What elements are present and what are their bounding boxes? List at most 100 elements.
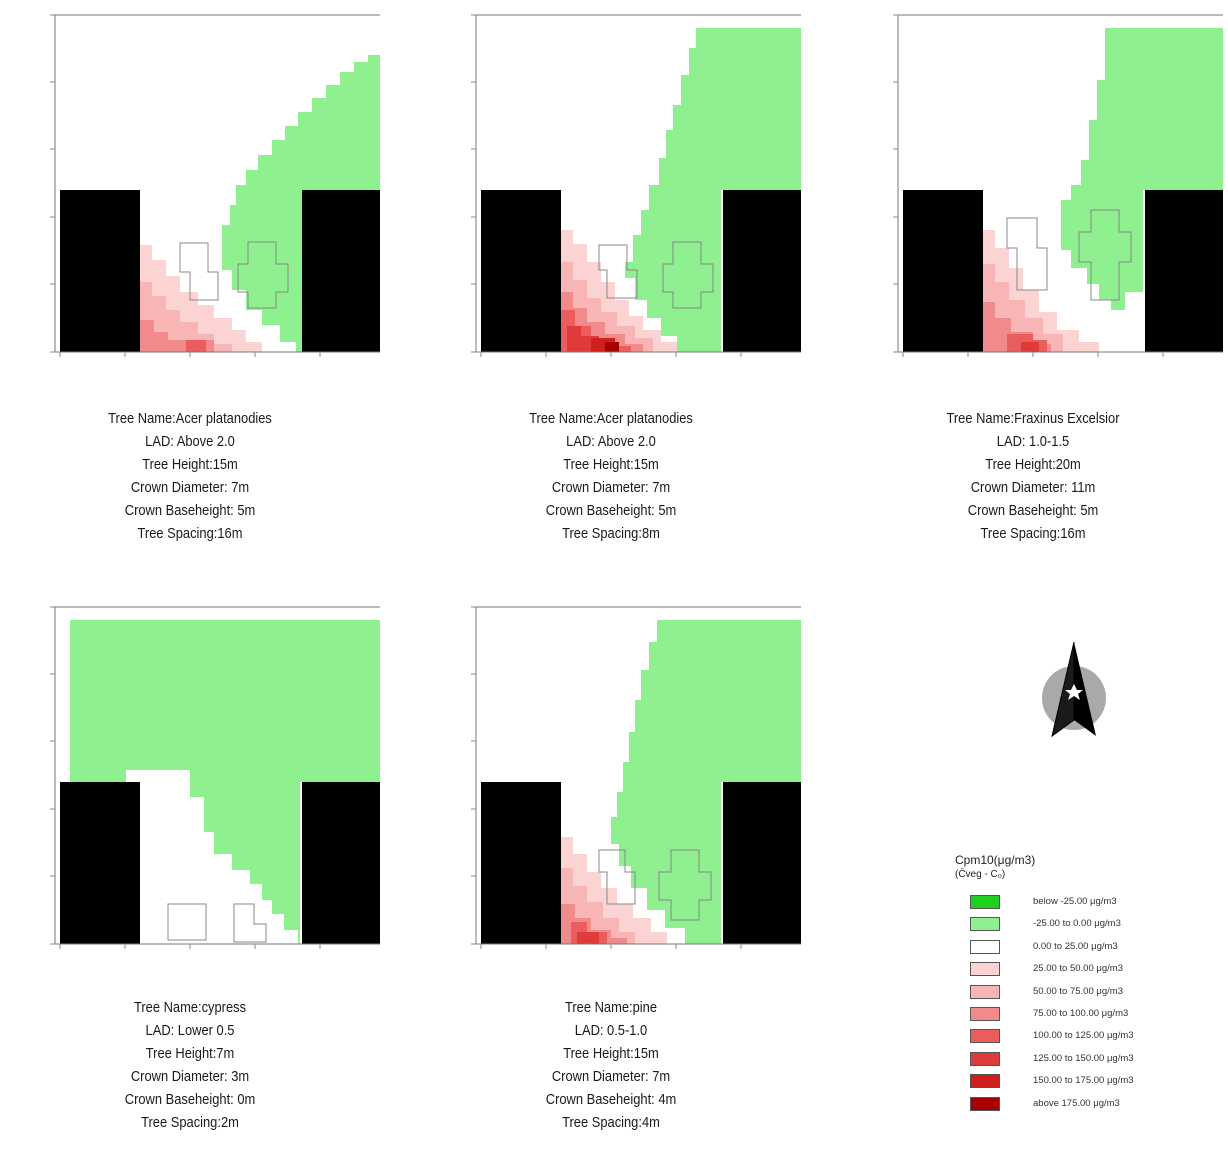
tree-spacing: Tree Spacing:4m: [562, 1114, 660, 1131]
lad: LAD: Above 2.0: [566, 433, 656, 450]
building-left: [60, 782, 140, 944]
concentration-map-1: [50, 14, 380, 357]
legend-item: above 175.00 μg/m3: [955, 1094, 1215, 1116]
axis-ticks: [471, 606, 742, 949]
plot-frame: [54, 14, 380, 353]
tree-name: Tree Name:cypress: [133, 999, 247, 1016]
green-zone: [222, 55, 380, 352]
concentration-map-2: [471, 14, 801, 357]
axis-ticks: [50, 14, 321, 357]
crown-baseheight: Crown Baseheight: 5m: [124, 502, 256, 519]
tree-height: Tree Height:15m: [142, 456, 238, 473]
building-left: [60, 190, 140, 352]
plot-panel-5: Tree Name:pine LAD: 0.5-1.0 Tree Height:…: [421, 592, 801, 1152]
crown-diameter: Crown Diameter: 7m: [551, 479, 671, 496]
plot-panel-2: Tree Name:Acer platanodies LAD: Above 2.…: [421, 0, 801, 560]
legend: Cpm10(μg/m3) (C̄veg - C₀) below -25.00 μ…: [955, 852, 1215, 1116]
legend-title: Cpm10(μg/m3): [955, 853, 1036, 867]
legend-label: 125.00 to 150.00 μg/m3: [1033, 1052, 1134, 1064]
caption-4: Tree Name:cypress LAD: Lower 0.5 Tree He…: [27, 996, 354, 1134]
lad: LAD: 1.0-1.5: [996, 433, 1070, 450]
green-zone: [625, 28, 801, 352]
legend-subtitle: (C̄veg - C₀): [955, 869, 1006, 880]
legend-item: 100.00 to 125.00 μg/m3: [955, 1026, 1215, 1048]
building-left: [481, 782, 561, 944]
plot-frame: [475, 14, 801, 353]
legend-item: 150.00 to 175.00 μg/m3: [955, 1071, 1215, 1093]
tree-outlines: [179, 241, 289, 309]
legend-swatch: [970, 895, 1000, 909]
lad: LAD: Lower 0.5: [145, 1022, 235, 1039]
crown-baseheight: Crown Baseheight: 4m: [545, 1091, 677, 1108]
legend-label: 0.00 to 25.00 μg/m3: [1033, 940, 1118, 952]
axis-ticks: [50, 606, 321, 949]
legend-label: -25.00 to 0.00 μg/m3: [1033, 918, 1121, 930]
tree-height: Tree Height:20m: [985, 456, 1081, 473]
tree-outlines: [598, 849, 712, 921]
building-left: [903, 190, 983, 352]
tree-height: Tree Height:15m: [563, 456, 659, 473]
crown-baseheight: Crown Baseheight: 0m: [124, 1091, 256, 1108]
legend-swatch: [970, 1006, 1000, 1021]
caption-5: Tree Name:pine LAD: 0.5-1.0 Tree Height:…: [448, 996, 775, 1134]
legend-item: 50.00 to 75.00 μg/m3: [955, 982, 1215, 1004]
legend-item: -25.00 to 0.00 μg/m3: [955, 914, 1215, 936]
plot-panel-4: Tree Name:cypress LAD: Lower 0.5 Tree He…: [0, 592, 380, 1152]
legend-swatch: [970, 917, 1000, 932]
concentration-map-3: [893, 14, 1223, 357]
legend-swatch: [970, 1029, 1000, 1044]
legend-swatch: [970, 1074, 1000, 1089]
caption-1: Tree Name:Acer platanodies LAD: Above 2.…: [27, 407, 354, 545]
legend-swatch: [970, 984, 1000, 999]
legend-item: 0.00 to 25.00 μg/m3: [955, 937, 1215, 959]
plot-frame: [54, 606, 380, 945]
tree-spacing: Tree Spacing:8m: [562, 525, 660, 542]
lad: LAD: Above 2.0: [145, 433, 235, 450]
building-right: [1145, 190, 1223, 352]
tree-outlines: [167, 903, 267, 943]
crown-baseheight: Crown Baseheight: 5m: [967, 502, 1099, 519]
legend-label: 75.00 to 100.00 μg/m3: [1033, 1007, 1129, 1019]
crown-diameter: Crown Diameter: 11m: [970, 479, 1096, 496]
crown-diameter: Crown Diameter: 7m: [130, 479, 250, 496]
red-plume: [561, 230, 677, 352]
building-left: [481, 190, 561, 352]
legend-label: 25.00 to 50.00 μg/m3: [1033, 963, 1123, 975]
building-right: [723, 782, 801, 944]
crown-baseheight: Crown Baseheight: 5m: [545, 502, 677, 519]
north-arrow-icon: [1036, 640, 1112, 740]
red-plume: [561, 837, 667, 944]
tree-spacing: Tree Spacing:16m: [137, 525, 243, 542]
concentration-map-5: [471, 606, 801, 949]
plot-panel-3: Tree Name:Fraxinus Excelsior LAD: 1.0-1.…: [843, 0, 1223, 560]
green-zone: [611, 620, 801, 944]
building-right: [302, 190, 380, 352]
red-plume: [140, 245, 262, 352]
legend-swatch: [970, 1051, 1000, 1066]
plot-frame: [897, 14, 1223, 353]
crown-diameter: Crown Diameter: 7m: [551, 1068, 671, 1085]
green-zone: [70, 620, 380, 944]
tree-name: Tree Name:Fraxinus Excelsior: [946, 410, 1120, 427]
lad: LAD: 0.5-1.0: [574, 1022, 648, 1039]
tree-name: Tree Name:Acer platanodies: [108, 410, 272, 427]
tree-height: Tree Height:7m: [145, 1045, 235, 1062]
caption-3: Tree Name:Fraxinus Excelsior LAD: 1.0-1.…: [870, 407, 1197, 545]
legend-label: 50.00 to 75.00 μg/m3: [1033, 985, 1123, 997]
tree-name: Tree Name:pine: [564, 999, 658, 1016]
red-plume: [983, 230, 1099, 352]
legend-swatch: [970, 1096, 1000, 1111]
tree-height: Tree Height:15m: [563, 1045, 659, 1062]
legend-item: 125.00 to 150.00 μg/m3: [955, 1049, 1215, 1071]
tree-outlines: [1006, 209, 1132, 301]
tree-outlines: [598, 241, 714, 309]
plot-panel-1: Tree Name:Acer platanodies LAD: Above 2.…: [0, 0, 380, 560]
legend-swatch: [970, 939, 1000, 954]
legend-item: below -25.00 μg/m3: [955, 892, 1215, 914]
green-zone: [1061, 28, 1223, 310]
legend-swatch: [970, 962, 1000, 977]
tree-spacing: Tree Spacing:2m: [141, 1114, 239, 1131]
building-right: [723, 190, 801, 352]
legend-item: 75.00 to 100.00 μg/m3: [955, 1004, 1215, 1026]
legend-label: 150.00 to 175.00 μg/m3: [1033, 1075, 1134, 1087]
